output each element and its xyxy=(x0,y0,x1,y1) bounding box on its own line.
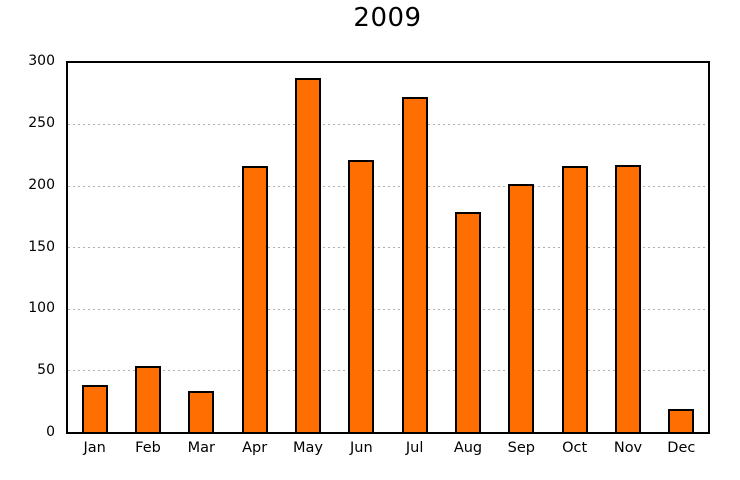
y-tick-label-50: 50 xyxy=(37,362,55,379)
gridline-150 xyxy=(68,247,708,248)
chart-title: 2009 xyxy=(353,3,422,33)
bar-may xyxy=(295,77,321,432)
bar-jan xyxy=(81,385,108,432)
bar-dec xyxy=(668,408,695,432)
y-tick-label-250: 250 xyxy=(28,114,55,131)
gridline-200 xyxy=(68,185,708,187)
gridline-100 xyxy=(68,308,708,310)
x-tick-label-may: May xyxy=(293,440,323,456)
bar-sep xyxy=(508,183,535,432)
bar-aug xyxy=(455,211,481,432)
x-tick-label-aug: Aug xyxy=(453,440,483,456)
plot-area xyxy=(66,61,710,434)
bar-apr xyxy=(241,166,268,432)
bar-mar xyxy=(188,391,215,432)
y-tick-label-0: 0 xyxy=(46,424,55,440)
y-tick-label-300: 300 xyxy=(28,53,55,69)
x-tick-label-feb: Feb xyxy=(135,440,161,456)
x-tick-label-jun: Jun xyxy=(350,440,373,456)
x-tick-label-apr: Apr xyxy=(242,440,268,456)
bar-jun xyxy=(348,160,375,432)
x-tick-label-jul: Jul xyxy=(405,440,424,456)
gridline-250 xyxy=(68,124,708,125)
bar-nov xyxy=(615,165,641,432)
bar-feb xyxy=(135,365,161,432)
gridline-50 xyxy=(68,370,708,371)
y-tick-label-150: 150 xyxy=(28,238,55,255)
x-tick-label-nov: Nov xyxy=(613,440,643,456)
x-tick-label-jan: Jan xyxy=(83,440,106,456)
x-tick-label-sep: Sep xyxy=(507,440,535,456)
x-tick-label-oct: Oct xyxy=(562,440,588,456)
x-tick-label-mar: Mar xyxy=(187,440,215,456)
y-tick-label-200: 200 xyxy=(28,176,55,193)
bar-oct xyxy=(561,166,588,432)
bar-jul xyxy=(401,97,428,432)
x-tick-label-dec: Dec xyxy=(667,440,696,456)
y-tick-label-100: 100 xyxy=(28,300,55,317)
